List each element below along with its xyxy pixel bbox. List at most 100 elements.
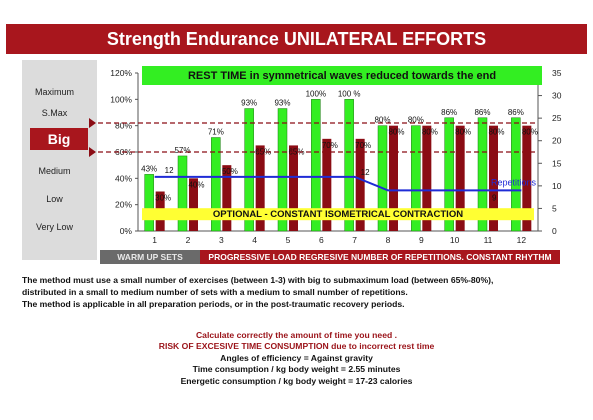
- darkred-bar: [455, 125, 465, 231]
- reference-arrow: [89, 118, 96, 129]
- side-label-medium: Medium: [38, 166, 71, 176]
- y-right-tick-label: 30: [552, 91, 562, 101]
- darkred-bar: [489, 125, 498, 231]
- darkred-bar-label: 80%: [388, 128, 404, 137]
- darkred-bar-label: 50%: [222, 167, 238, 176]
- darkred-bar: [422, 125, 432, 231]
- green-bar-label: 71%: [208, 128, 224, 137]
- y-left-tick-label: 120%: [110, 68, 132, 78]
- green-bar: [444, 117, 454, 232]
- darkred-bar: [389, 125, 398, 231]
- green-bar: [277, 108, 288, 232]
- green-bar: [411, 125, 421, 232]
- banner: Strength Endurance UNILATERAL EFFORTS: [6, 24, 587, 54]
- x-tick-label: 8: [386, 235, 391, 245]
- side-label-low: Low: [46, 194, 63, 204]
- side-label-big: Big: [30, 128, 88, 150]
- legend-progressive: PROGRESSIVE LOAD REGRESIVE NUMBER OF REP…: [200, 250, 560, 264]
- x-tick-label: 6: [319, 235, 324, 245]
- y-left-tick-label: 100%: [110, 94, 132, 104]
- darkred-bar: [322, 138, 332, 231]
- green-bar-label: 43%: [141, 164, 157, 173]
- y-left-tick-label: 80%: [115, 121, 132, 131]
- banner-title: Strength Endurance UNILATERAL EFFORTS: [106, 28, 487, 49]
- green-bar-label: 86%: [474, 108, 490, 117]
- darkred-bar-label: 80%: [422, 128, 438, 137]
- x-tick-label: 9: [419, 235, 424, 245]
- darkred-bar-label: 65%: [288, 147, 304, 156]
- green-bar-label: 86%: [508, 108, 524, 117]
- x-tick-label: 3: [219, 235, 224, 245]
- green-bar: [477, 117, 488, 232]
- side-label-very-low: Very Low: [35, 222, 74, 232]
- optional-band-label: OPTIONAL - CONSTANT ISOMETRICAL CONTRACT…: [213, 209, 463, 220]
- darkred-bar: [222, 165, 232, 231]
- green-bar-label: 100%: [306, 89, 326, 98]
- green-bar-label: 100 %: [338, 89, 361, 98]
- side-label-maximum: Maximum: [34, 87, 74, 97]
- y-right-tick-label: 5: [552, 203, 557, 213]
- note-calc: Calculate correctly the amount of time y…: [195, 330, 398, 340]
- x-tick-label: 10: [450, 235, 460, 245]
- green-bar-label: 80%: [374, 116, 390, 125]
- y-right-tick-label: 10: [552, 181, 562, 191]
- darkred-bar-label: 40%: [188, 180, 204, 189]
- description-line: The method must use a small number of ex…: [22, 275, 494, 285]
- x-tick-label: 5: [286, 235, 291, 245]
- darkred-bar-label: 80%: [455, 128, 471, 137]
- darkred-bar: [255, 145, 265, 231]
- y-left-tick-label: 20%: [115, 200, 132, 210]
- darkred-bar: [522, 125, 532, 231]
- y-right-tick-label: 20: [552, 136, 562, 146]
- repetitions-label: Repetitions: [491, 177, 537, 187]
- green-bar: [244, 108, 254, 232]
- green-bar: [177, 155, 188, 232]
- green-bar-label: 93%: [241, 99, 257, 108]
- y-right-tick-label: 35: [552, 68, 562, 78]
- x-tick-label: 4: [252, 235, 257, 245]
- green-bar-label: 80%: [408, 116, 424, 125]
- x-tick-label: 2: [186, 235, 191, 245]
- optional-band: [142, 208, 534, 221]
- darkred-bar-label: 70%: [322, 141, 338, 150]
- intensity-sidebar: Maximum S.Max Big Medium Low Very Low: [22, 60, 97, 260]
- chart-title: REST TIME in symmetrical waves reduced t…: [142, 66, 542, 85]
- darkred-bar: [355, 138, 365, 231]
- y-left-tick-label: 0%: [120, 226, 133, 236]
- rest-label: 12: [165, 166, 174, 175]
- green-bar: [144, 174, 154, 232]
- green-bar-label: 57%: [174, 146, 190, 155]
- description-line: distributed in a small to medium number …: [22, 287, 408, 298]
- reference-arrow: [89, 147, 96, 157]
- darkred-bar-label: 70%: [355, 141, 371, 150]
- green-bar: [211, 137, 221, 232]
- note-time: Time consumption / kg body weight = 2.55…: [192, 364, 401, 375]
- rest-label: 9: [492, 193, 497, 202]
- darkred-bar: [189, 178, 198, 231]
- green-bar-label: 86%: [441, 108, 457, 117]
- side-label-smax: S.Max: [41, 108, 68, 118]
- y-left-tick-label: 40%: [115, 173, 132, 183]
- y-right-tick-label: 15: [552, 158, 562, 168]
- chart-legend-bar: WARM UP SETS PROGRESSIVE LOAD REGRESIVE …: [100, 250, 560, 264]
- darkred-bar-label: 30%: [155, 194, 171, 203]
- green-bar: [311, 99, 321, 232]
- darkred-bar-label: 80%: [522, 128, 538, 137]
- darkred-bar-label: 80%: [488, 128, 504, 137]
- method-description: The method must use a small number of ex…: [22, 274, 582, 311]
- x-tick-label: 7: [352, 235, 357, 245]
- rest-label: 12: [361, 168, 370, 177]
- note-energy: Energetic consumption / kg body weight =…: [180, 375, 413, 386]
- x-tick-label: 12: [517, 235, 527, 245]
- green-bar-label: 93%: [274, 99, 290, 108]
- description-line: The method is applicable in all preparat…: [22, 299, 405, 310]
- note-angles: Angles of efficiency = Against gravity: [220, 352, 373, 363]
- notes-block: Calculate correctly the amount of time y…: [0, 330, 593, 387]
- green-bar: [511, 117, 521, 232]
- green-bar: [344, 99, 354, 232]
- rest-time-line: [154, 175, 522, 192]
- legend-warm-up: WARM UP SETS: [100, 250, 200, 264]
- darkred-bar-label: 65%: [255, 147, 271, 156]
- note-risk: RISK OF EXCESIVE TIME CONSUMPTION due to…: [158, 341, 435, 352]
